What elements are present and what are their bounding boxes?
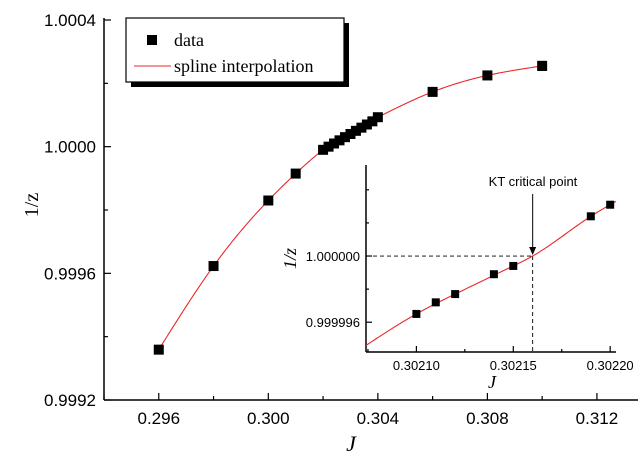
y-tick-label: 0.9996 — [44, 264, 96, 283]
inset-x-tick-label: 0.30215 — [490, 358, 537, 373]
legend-label-data: data — [174, 30, 204, 50]
data-point — [323, 141, 334, 152]
inset-data-point — [431, 298, 440, 307]
data-point — [372, 112, 383, 123]
inset-plot: 0.999996 1.000000 0.30210 0.30215 0.30220 J 1/… — [280, 165, 634, 392]
legend: data spline interpolation — [125, 17, 349, 87]
data-point — [208, 261, 219, 272]
inset-y-tick-label: 1.000000 — [306, 249, 360, 264]
data-point — [334, 135, 345, 146]
data-point — [367, 116, 378, 127]
legend-label-spline: spline interpolation — [174, 56, 313, 76]
x-tick-label: 0.308 — [466, 409, 509, 428]
data-point — [350, 125, 361, 136]
inset-y-axis-title: 1/z — [280, 248, 300, 269]
legend-marker-data — [147, 35, 157, 45]
annotation-kt-critical-point: KT critical point — [489, 174, 578, 189]
inset-y-tick-label: 0.999996 — [306, 315, 360, 330]
inset-data-point — [412, 309, 421, 318]
inset-data-point — [451, 290, 460, 299]
x-tick-label: 0.300 — [247, 409, 290, 428]
data-point — [537, 60, 548, 71]
y-tick-label: 1.0000 — [44, 138, 96, 157]
data-point — [153, 344, 164, 355]
data-point — [339, 132, 350, 143]
data-point — [361, 119, 372, 130]
y-tick-label: 0.9992 — [44, 391, 96, 410]
x-axis-title: J — [346, 431, 357, 456]
data-point — [356, 122, 367, 133]
y-tick-label: 1.0004 — [44, 11, 96, 30]
data-point — [263, 195, 274, 206]
inset-data-point — [586, 212, 595, 221]
x-tick-label: 0.312 — [576, 409, 619, 428]
inset-background — [366, 165, 616, 352]
data-point — [290, 168, 301, 179]
data-point — [345, 129, 356, 139]
data-point — [318, 144, 329, 155]
inset-data-point — [606, 200, 615, 209]
data-point — [329, 138, 340, 149]
x-tick-label: 0.304 — [357, 409, 400, 428]
data-point — [427, 86, 438, 97]
x-tick-label: 0.296 — [137, 409, 180, 428]
inset-data-point — [509, 261, 518, 270]
inset-x-tick-label: 0.30210 — [393, 358, 440, 373]
inset-x-tick-label: 0.30220 — [587, 358, 634, 373]
data-point — [482, 70, 493, 81]
y-axis-title: 1/z — [21, 193, 43, 218]
legend-box — [125, 17, 345, 83]
main-plot: 0.9992 0.9996 1.0000 1.0004 0.296 0.300 0.304 0… — [21, 11, 638, 456]
inset-data-point — [489, 270, 498, 279]
annotation-arrow-head — [529, 247, 537, 256]
inset-x-axis-title: J — [488, 372, 497, 392]
